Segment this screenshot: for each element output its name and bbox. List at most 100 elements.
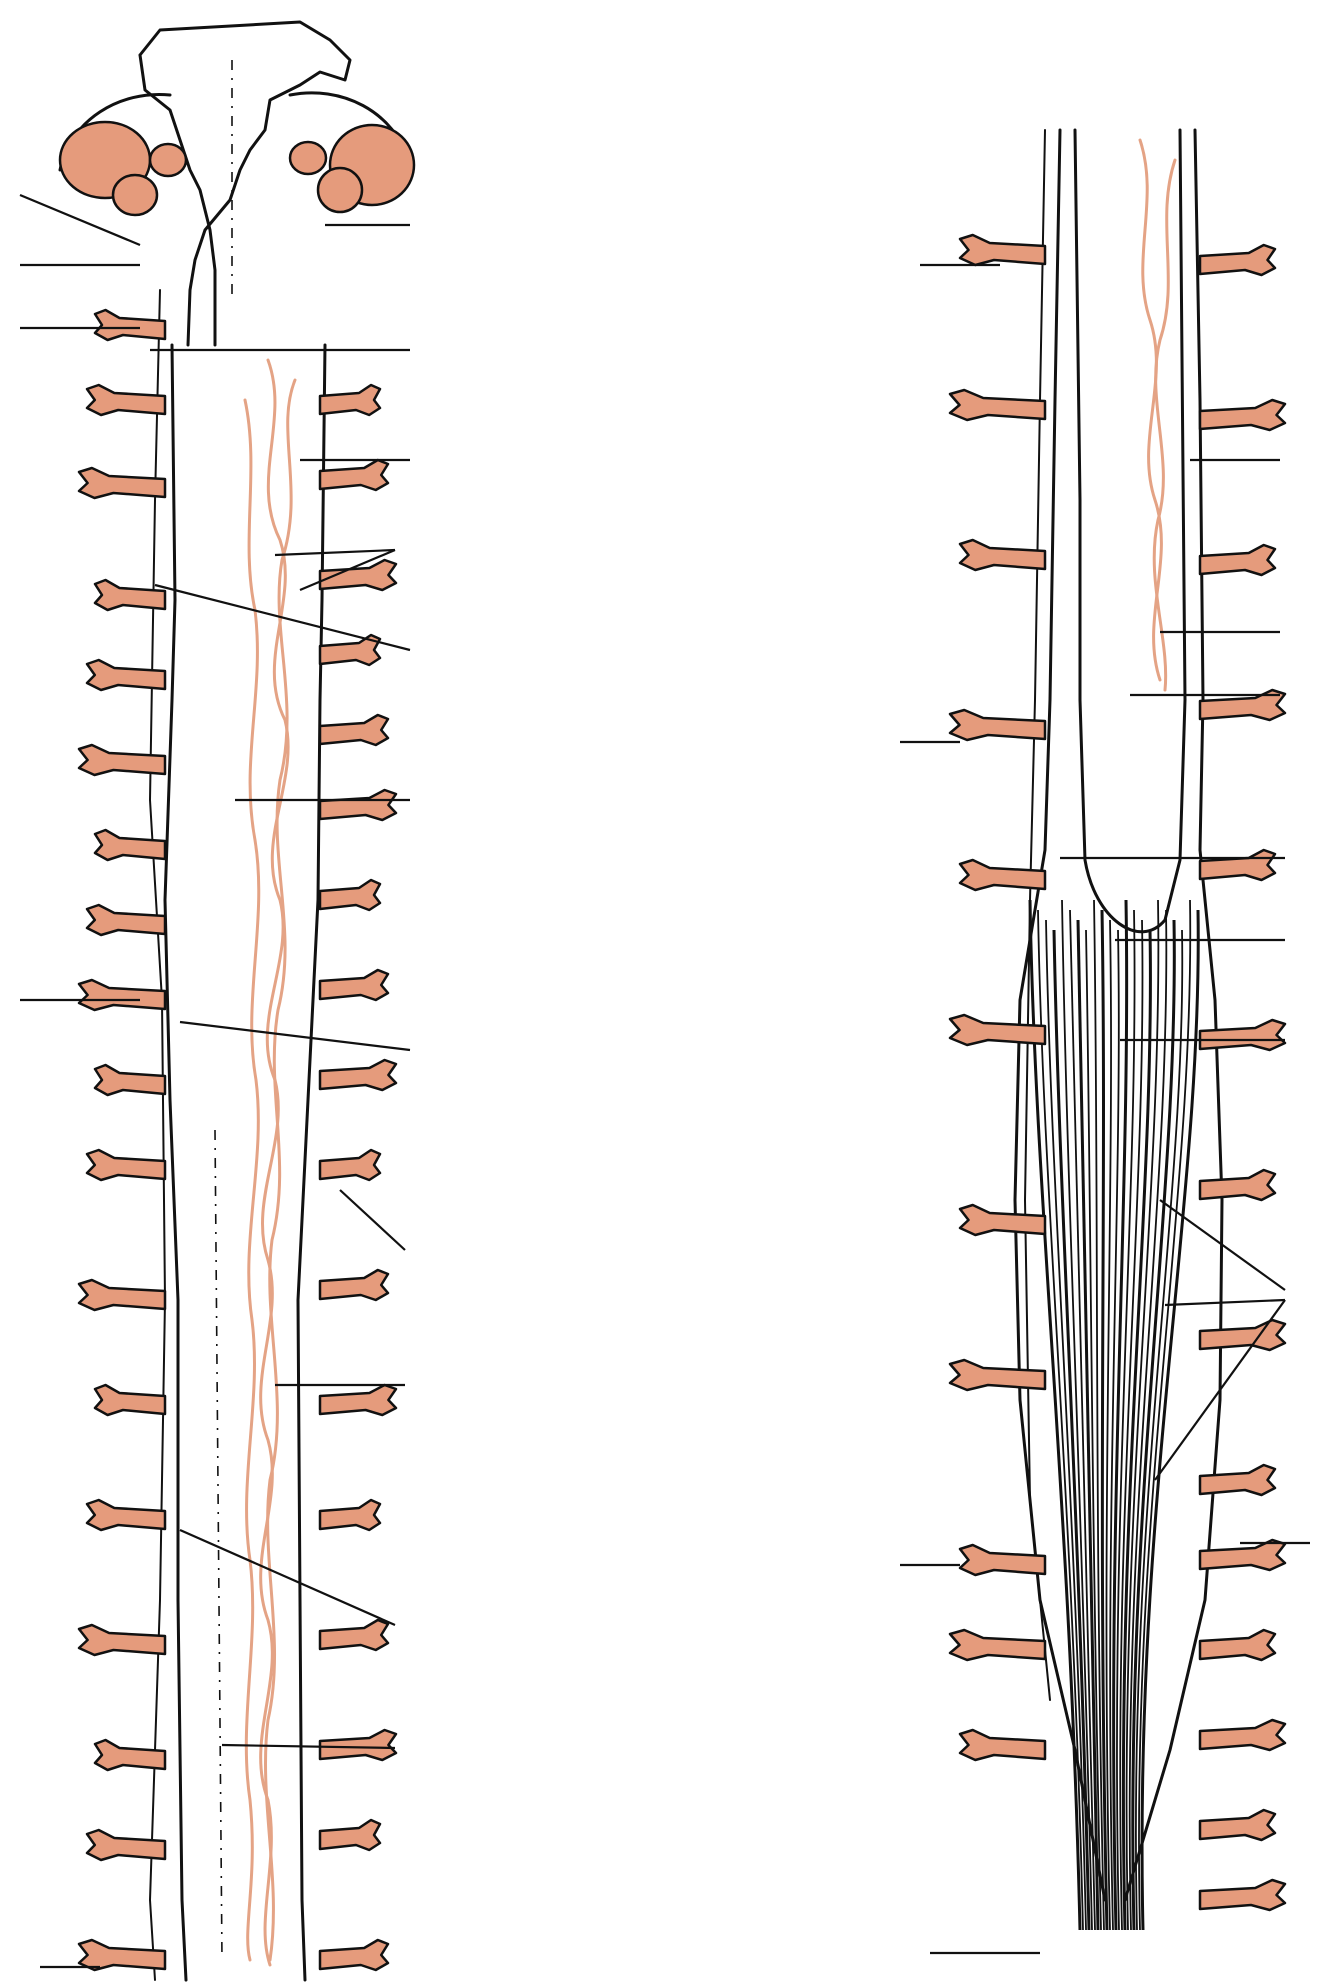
brainstem-outline <box>138 20 352 347</box>
conus-tract-fibers-2 <box>1152 158 1177 692</box>
left-nerve-root <box>93 1738 167 1772</box>
leader-line <box>221 1743 396 1750</box>
left-cord-outline <box>163 343 188 1982</box>
right-nerve-root <box>1198 1878 1287 1912</box>
cauda-equina-strand <box>1052 929 1091 1931</box>
left-peduncle <box>148 142 188 178</box>
right-peduncle <box>288 140 328 176</box>
left-nerve-root <box>958 858 1047 892</box>
right-cord-outline <box>296 343 327 1982</box>
cord-central-dashline <box>214 1129 223 1961</box>
left-nerve-root <box>85 658 167 692</box>
right-nerve-root <box>1198 1808 1277 1842</box>
left-nerve-root <box>77 1278 167 1312</box>
left-nerve-root <box>958 1543 1047 1577</box>
right-olive <box>316 166 364 214</box>
cauda-equina-strand <box>1061 899 1093 1931</box>
left-nerve-root <box>93 578 167 612</box>
leader-line <box>154 583 411 652</box>
cauda-equina-strand <box>1109 929 1120 1931</box>
cauda-equina-strand <box>1085 929 1102 1931</box>
left-nerve-root <box>77 978 167 1012</box>
left-nerve-root <box>77 743 167 777</box>
right-nerve-root <box>318 713 390 747</box>
right-nerve-root <box>318 1058 398 1092</box>
left-nerve-root <box>85 903 167 937</box>
cauda-equina-strand <box>1119 919 1144 1931</box>
right-nerve-root <box>318 1148 382 1182</box>
cauda-equina-strand <box>1045 919 1087 1931</box>
left-nerve-root <box>93 1063 167 1097</box>
leader-line <box>179 1020 411 1052</box>
cauda-equina-strand <box>1112 899 1129 1931</box>
right-nerve-root <box>1198 1018 1287 1052</box>
cauda-equina-strand <box>1116 909 1136 1931</box>
left-nerve-root <box>85 383 167 417</box>
posterior-column-fibers <box>259 358 290 1967</box>
cauda-equina-strand <box>1131 919 1176 1931</box>
right-nerve-root <box>1198 1318 1287 1352</box>
right-nerve-root <box>1198 398 1287 432</box>
leader-line <box>1154 1299 1286 1481</box>
left-nerve-root <box>77 1623 167 1657</box>
left-nerve-root <box>93 1383 167 1417</box>
right-nerve-root <box>1198 543 1277 577</box>
right-nerve-root <box>318 1498 382 1532</box>
leader-line <box>179 1528 396 1627</box>
left-nerve-root <box>93 828 167 862</box>
leader-line <box>339 1189 406 1251</box>
right-nerve-root <box>318 1383 398 1417</box>
posterior-column-fibers-2 <box>263 378 297 1962</box>
left-view-nerve-roots <box>77 308 398 1972</box>
leader-line <box>299 548 396 592</box>
left-nerve-root <box>77 466 167 500</box>
left-nerve-root <box>77 1938 167 1972</box>
right-nerve-root <box>1198 1628 1277 1662</box>
cauda-equina-strand <box>1138 899 1192 1931</box>
leader-line <box>1159 1199 1286 1291</box>
left-nerve-root <box>85 1148 167 1182</box>
right-nerve-root <box>318 383 382 417</box>
cauda-equina-strand <box>1100 909 1109 1931</box>
left-nerve-root <box>948 708 1047 742</box>
left-nerve-root <box>948 388 1047 422</box>
cauda-equina-strand <box>1128 909 1168 1931</box>
left-olive <box>111 173 159 217</box>
leader-line <box>1164 1298 1286 1307</box>
left-nerve-root <box>948 1358 1047 1392</box>
cauda-equina-strands <box>1028 899 1200 1931</box>
right-nerve-root <box>1198 243 1277 277</box>
left-nerve-root <box>85 1828 167 1862</box>
right-nerve-root <box>318 1268 390 1302</box>
left-view <box>19 20 416 1982</box>
right-view-leader-lines <box>900 263 1310 1955</box>
right-nerve-root <box>318 458 390 492</box>
right-nerve-root <box>1198 1463 1277 1497</box>
right-nerve-root <box>318 1618 390 1652</box>
cauda-equina-strand <box>1069 909 1096 1931</box>
right-nerve-root <box>318 558 398 592</box>
cauda-equina-strand <box>1121 929 1152 1931</box>
cauda-equina-strand <box>1093 899 1105 1931</box>
right-nerve-root <box>1198 848 1277 882</box>
left-nerve-root <box>948 1013 1047 1047</box>
conus-medullaris-outline <box>1073 128 1187 934</box>
left-nerve-root <box>93 308 167 342</box>
cauda-equina-strand <box>1125 899 1160 1931</box>
left-nerve-root <box>958 538 1047 572</box>
leader-line <box>274 548 396 557</box>
right-nerve-root <box>318 1818 382 1852</box>
right-nerve-root <box>318 968 390 1002</box>
cauda-equina-strand <box>1076 919 1100 1931</box>
posterior-column-fibers-3 <box>243 398 261 1962</box>
right-nerve-root <box>318 1728 398 1762</box>
right-nerve-root <box>318 1938 390 1972</box>
left-nerve-root <box>958 233 1047 267</box>
right-view <box>900 128 1310 1955</box>
left-dura-line <box>148 289 167 1981</box>
leader-line <box>19 193 141 247</box>
left-nerve-root <box>958 1203 1047 1237</box>
left-view-leader-lines <box>19 193 411 1969</box>
left-nerve-root <box>948 1628 1047 1662</box>
